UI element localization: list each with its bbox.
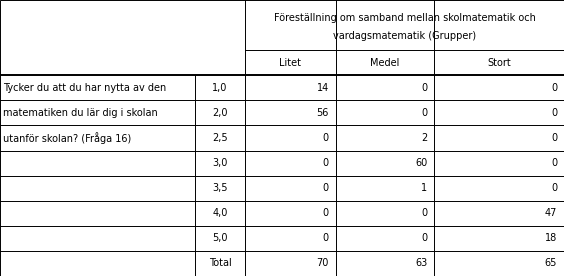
Text: 5,0: 5,0 — [212, 233, 228, 243]
Text: 0: 0 — [551, 133, 557, 143]
Text: 47: 47 — [545, 208, 557, 218]
Text: 63: 63 — [415, 258, 428, 269]
Text: 65: 65 — [545, 258, 557, 269]
Text: Tycker du att du har nytta av den: Tycker du att du har nytta av den — [3, 83, 166, 93]
Text: 1: 1 — [421, 183, 428, 193]
Text: 2,5: 2,5 — [212, 133, 228, 143]
Text: Föreställning om samband mellan skolmatematik och: Föreställning om samband mellan skolmate… — [274, 13, 536, 23]
Text: 0: 0 — [551, 83, 557, 93]
Text: Medel: Medel — [370, 58, 400, 68]
Text: Total: Total — [209, 258, 231, 269]
Text: 0: 0 — [323, 208, 329, 218]
Text: 56: 56 — [316, 108, 329, 118]
Text: 0: 0 — [323, 158, 329, 168]
Text: 0: 0 — [421, 83, 428, 93]
Text: 2: 2 — [421, 133, 428, 143]
Text: 1,0: 1,0 — [212, 83, 228, 93]
Text: 3,5: 3,5 — [212, 183, 228, 193]
Text: 0: 0 — [551, 108, 557, 118]
Text: 3,0: 3,0 — [212, 158, 228, 168]
Text: utanför skolan? (Fråga 16): utanför skolan? (Fråga 16) — [3, 132, 131, 144]
Text: 0: 0 — [323, 233, 329, 243]
Text: 2,0: 2,0 — [212, 108, 228, 118]
Text: 0: 0 — [421, 208, 428, 218]
Text: 0: 0 — [421, 233, 428, 243]
Text: 0: 0 — [323, 133, 329, 143]
Text: Litet: Litet — [279, 58, 302, 68]
Text: 14: 14 — [316, 83, 329, 93]
Text: 0: 0 — [323, 183, 329, 193]
Text: matematiken du lär dig i skolan: matematiken du lär dig i skolan — [3, 108, 158, 118]
Text: 18: 18 — [545, 233, 557, 243]
Text: 4,0: 4,0 — [212, 208, 228, 218]
Text: 70: 70 — [316, 258, 329, 269]
Text: vardagsmatematik (Grupper): vardagsmatematik (Grupper) — [333, 31, 476, 41]
Text: 60: 60 — [415, 158, 428, 168]
Text: 0: 0 — [551, 158, 557, 168]
Text: 0: 0 — [421, 108, 428, 118]
Text: Stort: Stort — [487, 58, 511, 68]
Text: 0: 0 — [551, 183, 557, 193]
